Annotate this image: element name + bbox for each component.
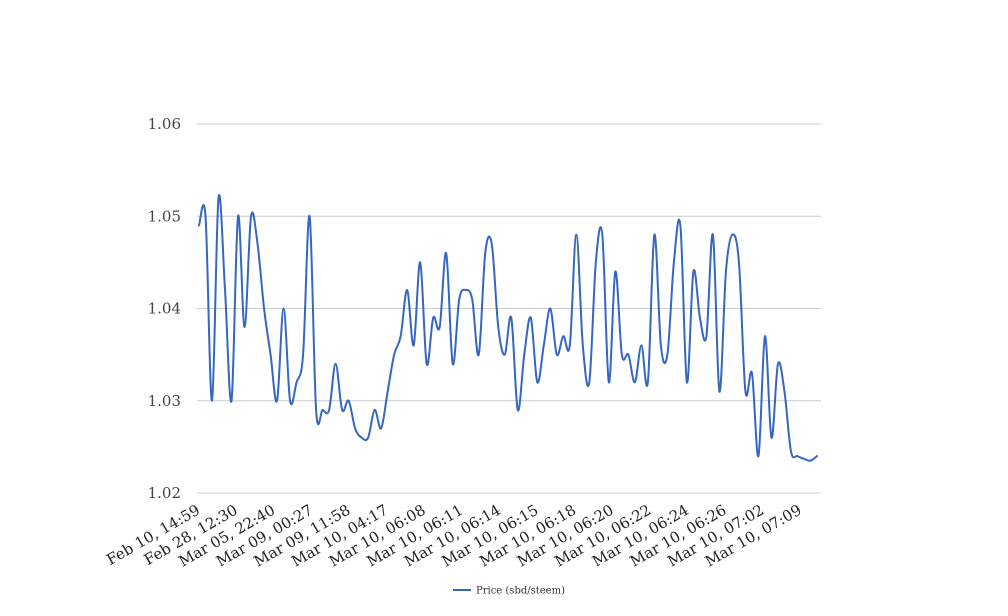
gridlines	[197, 123, 821, 494]
y-tick-label: 1.06	[148, 115, 181, 133]
y-tick-label: 1.05	[148, 207, 181, 225]
legend: Price (sbd/steem)	[453, 586, 565, 597]
legend-label: Price (sbd/steem)	[476, 586, 565, 597]
y-tick-label: 1.04	[148, 300, 181, 318]
price-series-line	[198, 194, 818, 462]
y-tick-label: 1.03	[148, 392, 181, 410]
y-axis-ticks: 1.02 1.03 1.04 1.05 1.06	[148, 115, 181, 502]
y-tick-label: 1.02	[148, 484, 181, 502]
